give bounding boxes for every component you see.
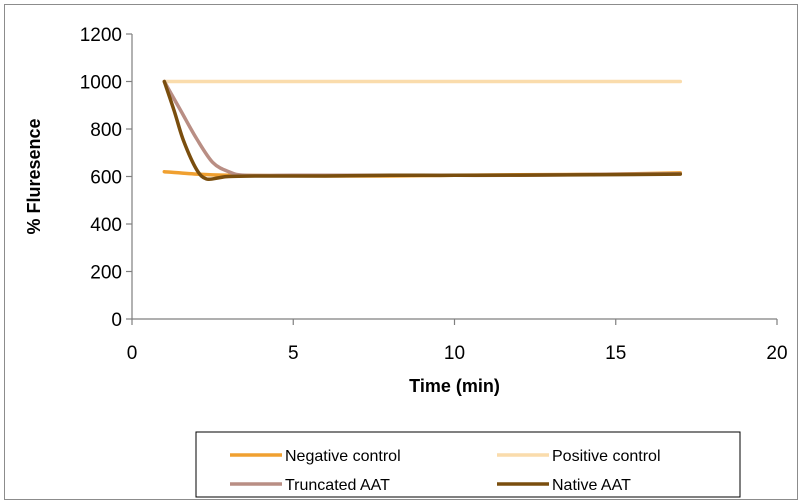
chart-frame <box>4 4 798 500</box>
series-line-truncated-aat <box>162 79 683 178</box>
legend-box <box>195 431 741 498</box>
legend: Negative control Positive control Truncate… <box>195 431 741 498</box>
legend-label-positive-control: Positive control <box>552 448 661 465</box>
x-tick-label: 20 <box>766 343 787 364</box>
x-tick-label: 0 <box>127 343 138 364</box>
legend-label-truncated-aat: Truncated AAT <box>285 477 390 494</box>
y-tick-label: 1000 <box>80 73 122 94</box>
y-tick-labels: 0 200 400 600 800 1000 1200 <box>80 25 132 331</box>
x-tick-label: 10 <box>444 343 465 364</box>
y-axis-title: % Fluresence <box>24 118 44 234</box>
x-tick-label: 15 <box>605 343 626 364</box>
series-lines <box>162 79 683 182</box>
y-tick-label: 0 <box>111 310 122 331</box>
y-tick-label: 1200 <box>80 25 122 46</box>
x-axis-title: Time (min) <box>409 376 500 396</box>
y-tick-label: 200 <box>90 263 122 284</box>
legend-label-negative-control: Negative control <box>285 448 401 465</box>
y-tick-label: 400 <box>90 215 122 236</box>
y-tick-label: 800 <box>90 120 122 141</box>
series-line-native-aat <box>162 79 683 182</box>
x-tick-label: 5 <box>288 343 299 364</box>
x-tick-labels: 0 5 10 15 20 <box>127 319 788 364</box>
legend-label-native-aat: Native AAT <box>552 477 631 494</box>
y-tick-label: 600 <box>90 168 122 189</box>
